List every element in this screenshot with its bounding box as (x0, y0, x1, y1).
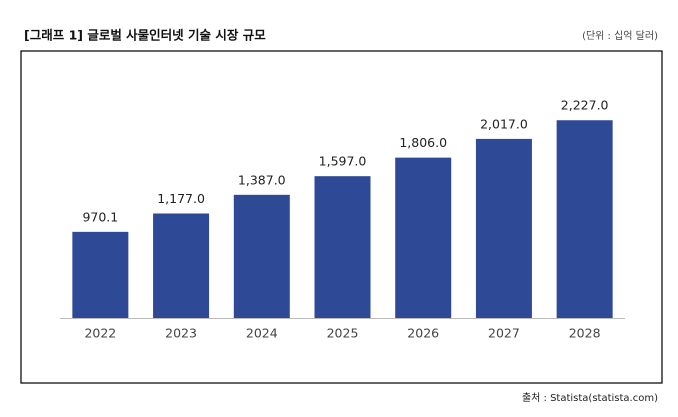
value-label: 970.1 (82, 209, 118, 224)
x-tick-label: 2026 (407, 326, 439, 341)
bar (395, 157, 452, 318)
bar (314, 176, 371, 318)
chart-frame (20, 50, 663, 384)
chart-title: [그래프 1] 글로벌 사물인터넷 기술 시장 규모 (24, 28, 266, 43)
bar (153, 213, 210, 318)
value-label: 1,177.0 (157, 191, 205, 206)
value-label: 1,387.0 (238, 172, 286, 187)
bar (475, 138, 532, 318)
bar (72, 231, 129, 318)
value-label: 1,597.0 (319, 154, 367, 169)
x-tick-label: 2024 (246, 326, 278, 341)
x-tick-label: 2028 (569, 326, 601, 341)
value-label: 1,806.0 (399, 135, 447, 150)
value-label: 2,227.0 (561, 98, 609, 113)
x-tick-label: 2023 (165, 326, 197, 341)
x-tick-label: 2027 (488, 326, 520, 341)
value-label: 2,017.0 (480, 116, 528, 131)
bar (233, 194, 290, 318)
bar (556, 120, 613, 318)
source: 출처 : Statista(statista.com) (522, 392, 658, 404)
unit-label: (단위 : 십억 달러) (582, 29, 658, 42)
x-tick-label: 2025 (327, 326, 359, 341)
x-tick-label: 2022 (84, 326, 116, 341)
